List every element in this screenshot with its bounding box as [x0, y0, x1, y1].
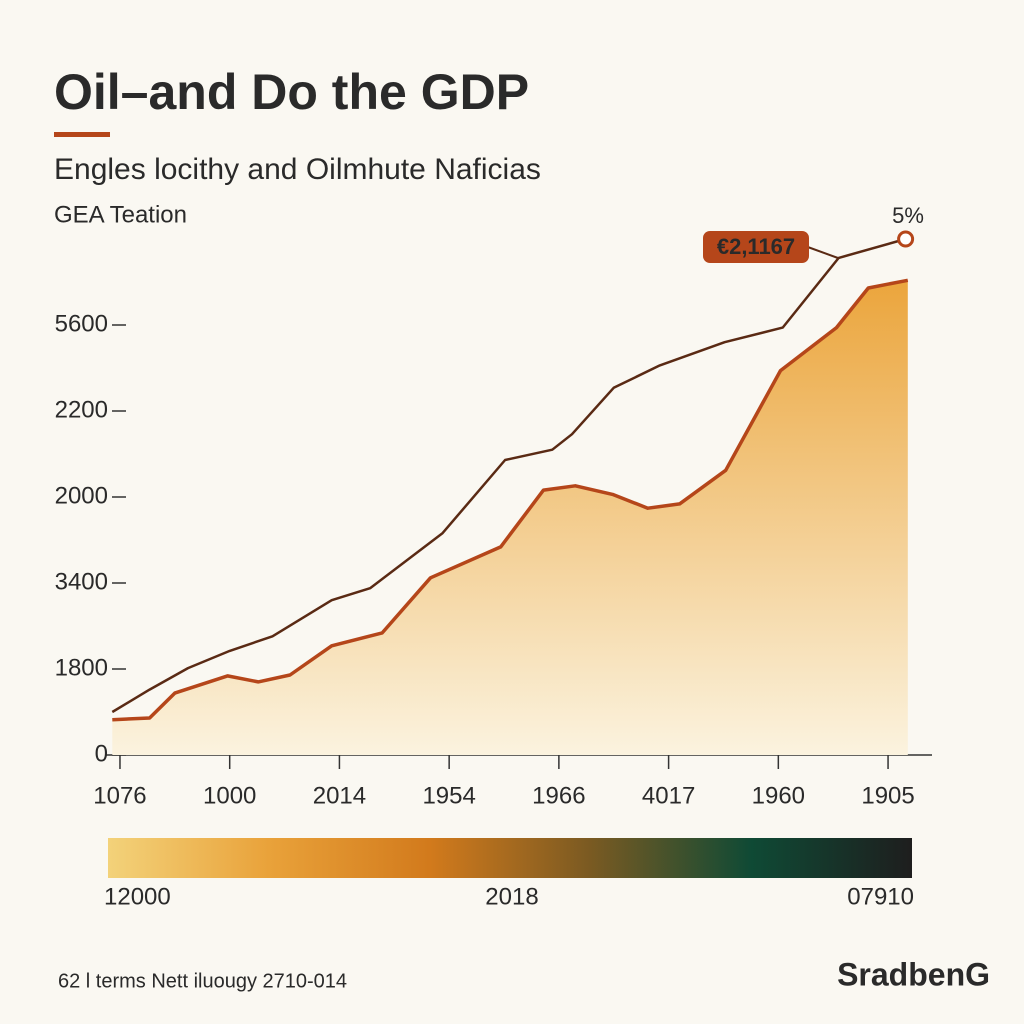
x-tick-label: 1076: [93, 782, 146, 809]
color-bar-label: 07910: [847, 883, 914, 910]
end-label: 5%: [892, 203, 924, 228]
y-tick-label: 0: [95, 740, 108, 767]
series-line: [111, 237, 906, 714]
area-fill: [112, 280, 908, 755]
source: GEA Teation: [54, 201, 187, 228]
x-tick-label: 1966: [532, 782, 585, 809]
end-marker: [897, 230, 915, 248]
brand: SradbenG: [837, 956, 990, 992]
y-tick-label: 5600: [55, 310, 108, 337]
x-tick-label: 1905: [861, 782, 914, 809]
callout-label: €2,1167: [717, 234, 795, 259]
x-tick-label: 4017: [642, 782, 695, 809]
footer: 62 l terms Nett iluougy 2710-014: [58, 970, 347, 992]
y-tick-label: 2000: [55, 482, 108, 509]
x-tick-label: 1000: [203, 782, 256, 809]
y-tick-label: 1800: [55, 654, 108, 681]
chart-title: Oil–and Do the GDP: [54, 64, 529, 120]
x-tick-label: 1960: [752, 782, 805, 809]
color-bar: [108, 838, 912, 878]
color-bar-label: 2018: [485, 883, 538, 910]
callout-box: [703, 231, 809, 263]
color-bar-label: 12000: [104, 883, 171, 910]
y-tick-label: 3400: [55, 568, 108, 595]
area-line: [112, 278, 909, 722]
subtitle: Engles locithy and Oilmhute Naficias: [54, 153, 541, 186]
title-underline: [54, 132, 110, 137]
y-tick-label: 2200: [55, 396, 108, 423]
x-tick-label: 1954: [422, 782, 475, 809]
callout-pointer: [804, 245, 839, 259]
x-tick-label: 2014: [313, 782, 366, 809]
